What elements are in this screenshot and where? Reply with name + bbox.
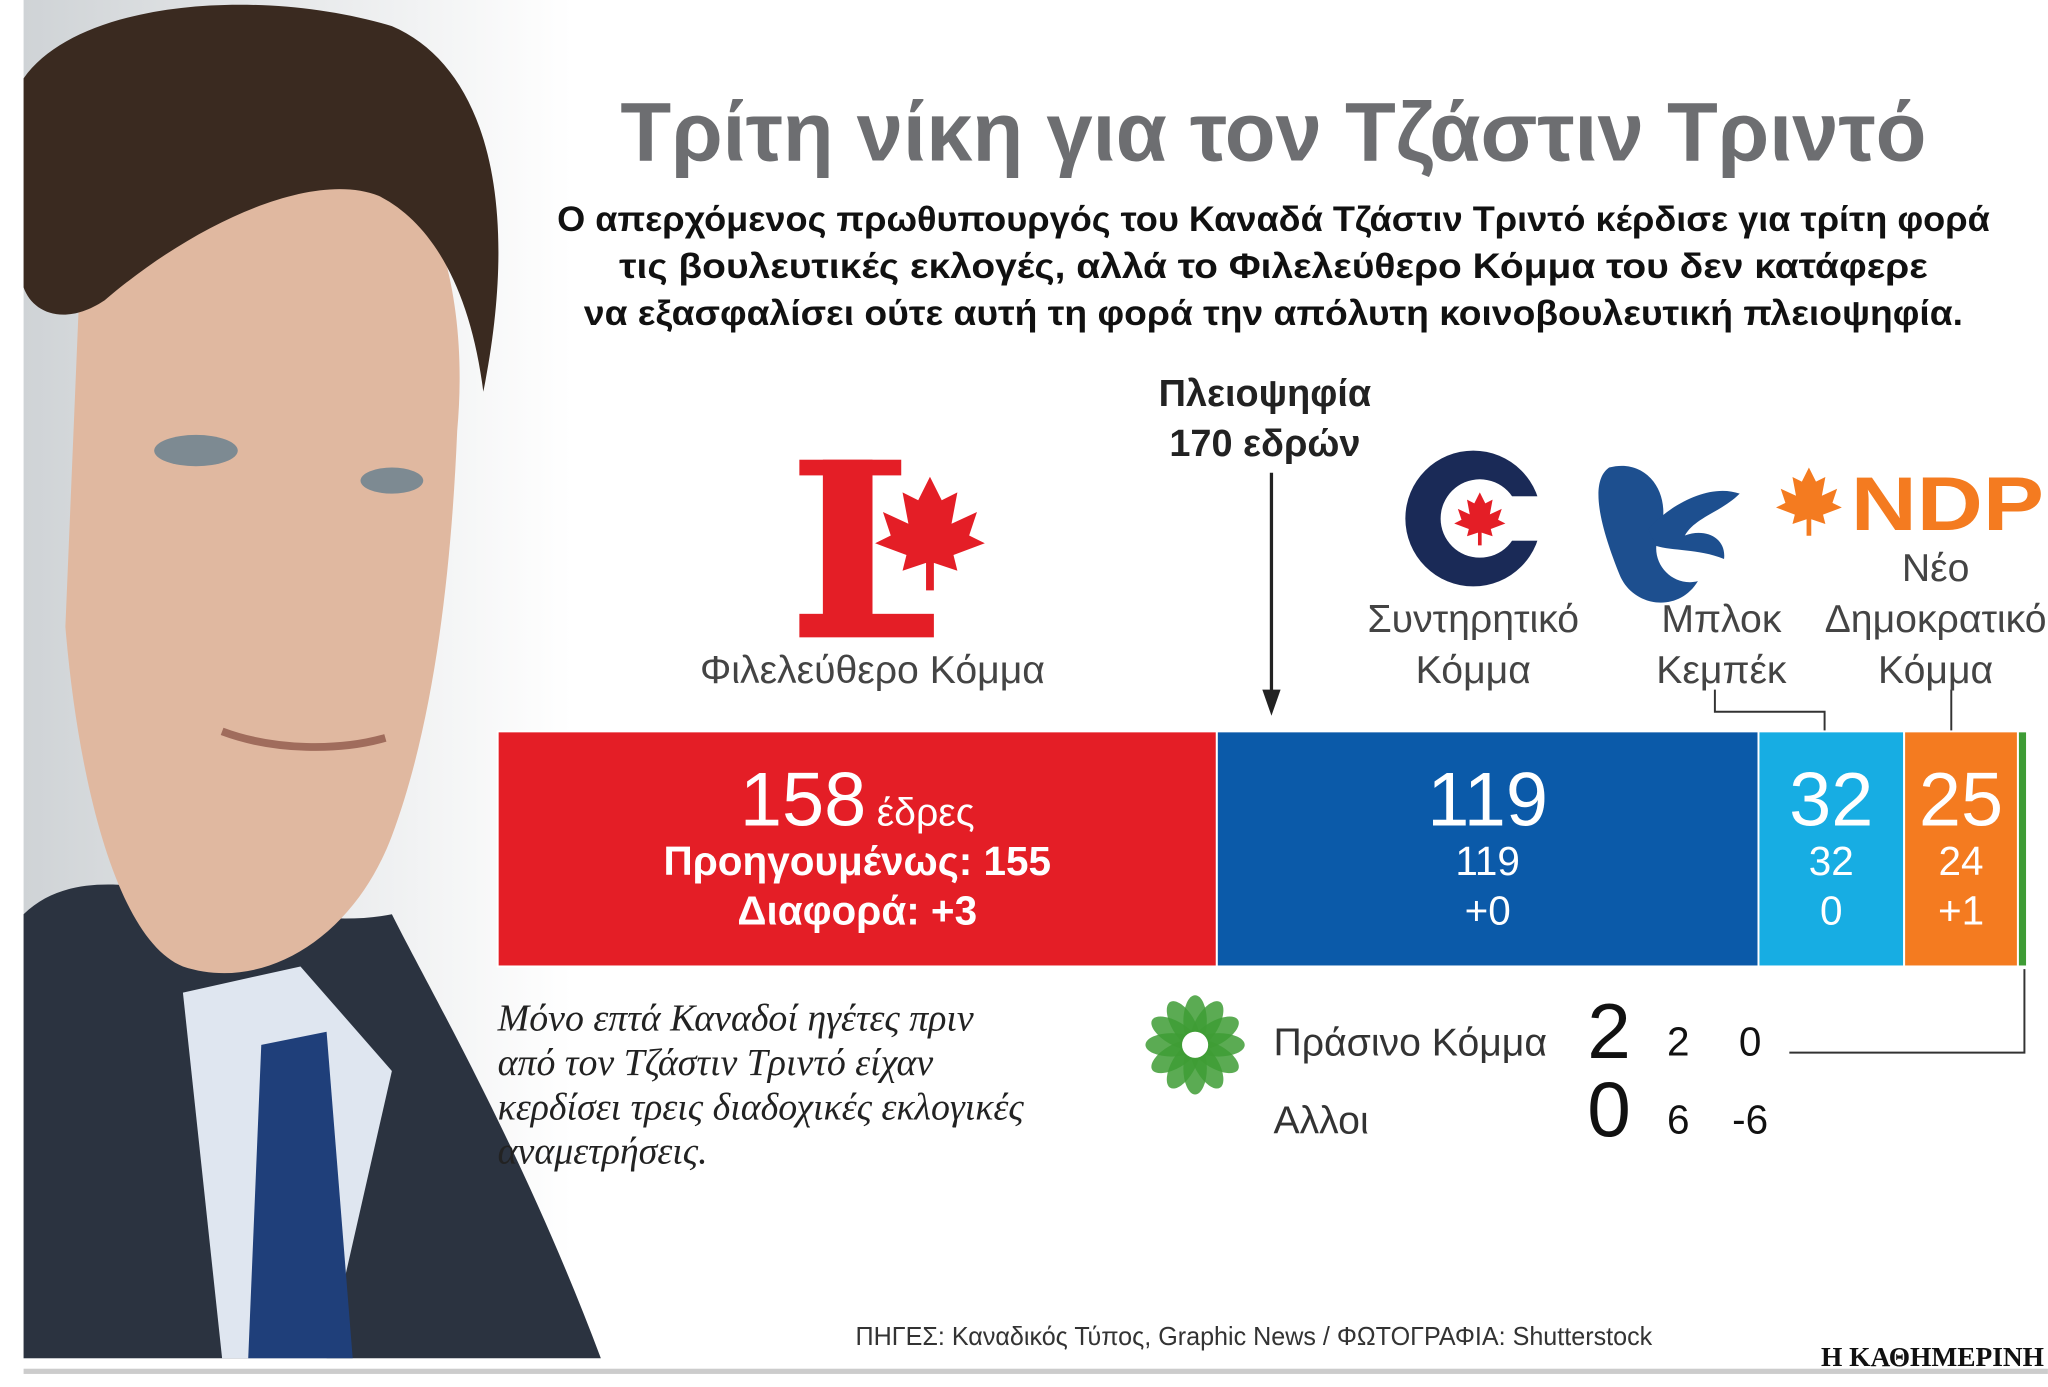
seat-change: +0 bbox=[1465, 888, 1511, 934]
majority-seats-label: 170 εδρών bbox=[1169, 423, 1360, 465]
previous-number: 32 bbox=[1809, 838, 1854, 884]
mouth bbox=[220, 727, 387, 751]
seat-change: +1 bbox=[1938, 888, 1984, 934]
party-name: Νέο Δημοκρατικό Κόμμα bbox=[1825, 547, 2047, 692]
title: Τρίτη νίκη για τον Τζάστιν Τριντό bbox=[620, 85, 1926, 179]
previous-number: 155 bbox=[983, 838, 1051, 884]
source: ΠΗΓΕΣ: Καναδικός Τύπος, Graphic News / Φ… bbox=[856, 1321, 1654, 1351]
subtitle-line: να εξασφαλίσει ούτε αυτή τη φορά την από… bbox=[584, 294, 1963, 333]
seat-count: 158 έδρες bbox=[740, 757, 975, 842]
bar-segment bbox=[1215, 730, 1760, 968]
logo-shape bbox=[1648, 490, 1740, 559]
bar-segment bbox=[1757, 730, 1906, 968]
photo bbox=[23, 0, 601, 1359]
note-line: Μόνο επτά Καναδοί ηγέτες πριν bbox=[497, 997, 974, 1039]
bar-segment bbox=[496, 730, 1218, 968]
liberal-logo bbox=[799, 459, 985, 638]
previous-label: Προηγουμένως: bbox=[664, 838, 973, 884]
subtitle-line: τις βουλευτικές εκλογές, αλλά το Φιλελεύ… bbox=[619, 247, 1928, 286]
bottom-rule bbox=[23, 1368, 2048, 1374]
party-name: Αλλοι bbox=[1273, 1100, 1368, 1143]
logo-text: NDP bbox=[1851, 462, 2044, 547]
seat-change: Διαφορά: +3 bbox=[737, 888, 977, 934]
logo-shape bbox=[1502, 496, 1555, 541]
conservative-logo bbox=[1405, 450, 1555, 587]
note-line: από τον Τζάστιν Τριντό είχαν bbox=[498, 1042, 934, 1084]
previous-seats: 2 bbox=[1667, 1018, 1690, 1064]
subtitle-line: Ο απερχόμενος πρωθυπουργός του Καναδά Τζ… bbox=[557, 200, 1990, 239]
maple-leaf bbox=[1776, 467, 1842, 536]
seat-number: 119 bbox=[1427, 757, 1548, 842]
hair bbox=[23, 4, 499, 392]
change-label: Διαφορά: bbox=[737, 888, 919, 934]
previous-seats: 24 bbox=[1939, 838, 1984, 884]
eye bbox=[154, 434, 238, 467]
seats-unit: έδρες bbox=[877, 791, 975, 834]
majority-label: Πλειοψηφία bbox=[1159, 373, 1372, 415]
previous-seats: Προηγουμένως: 155 bbox=[664, 838, 1052, 884]
tie bbox=[248, 1031, 353, 1359]
seat-change: 0 bbox=[1739, 1018, 1762, 1064]
maple-leaf bbox=[875, 476, 985, 591]
previous-seats: 32 bbox=[1809, 838, 1854, 884]
eye bbox=[360, 467, 424, 494]
logo-shape bbox=[822, 459, 873, 637]
brand: Η ΚΑΘΗΜΕΡΙΝΗ bbox=[1821, 1342, 2044, 1372]
seat-number: 32 bbox=[1789, 757, 1873, 842]
seat-count: 25 bbox=[1919, 757, 2003, 842]
bar-segment bbox=[1903, 730, 2019, 968]
connectors bbox=[1713, 689, 2026, 1054]
logo-center bbox=[1182, 1031, 1209, 1058]
party-name: Συντηρητικό Κόμμα bbox=[1367, 598, 1579, 692]
seat-number: 158 bbox=[740, 757, 866, 842]
seat-count: 119 bbox=[1427, 757, 1548, 842]
seat-count: 32 bbox=[1789, 757, 1873, 842]
note-line: αναμετρήσεις. bbox=[498, 1131, 708, 1173]
arrow-head bbox=[1262, 689, 1281, 716]
previous-seats: 119 bbox=[1455, 838, 1520, 884]
connector bbox=[1789, 969, 2026, 1054]
seat-change: -6 bbox=[1732, 1097, 1768, 1143]
seat-count: 0 bbox=[1587, 1065, 1631, 1153]
green-logo bbox=[1145, 995, 1245, 1095]
face bbox=[65, 107, 460, 974]
change-number: +0 bbox=[1465, 888, 1511, 934]
change-number: +3 bbox=[931, 888, 977, 934]
logo-shape bbox=[799, 613, 934, 638]
seat-number: 25 bbox=[1919, 757, 2003, 842]
seat-change: 0 bbox=[1820, 888, 1843, 934]
seat-count: 2 bbox=[1587, 987, 1631, 1075]
party-name: Φιλελεύθερο Κόμμα bbox=[700, 649, 1045, 692]
party-name: Μπλοκ Κεμπέκ bbox=[1656, 598, 1787, 692]
previous-seats: 6 bbox=[1667, 1097, 1690, 1143]
previous-number: 119 bbox=[1455, 838, 1520, 884]
bloc-logo bbox=[1598, 465, 1740, 603]
logo-shape bbox=[1598, 465, 1698, 603]
note-line: κερδίσει τρεις διαδοχικές εκλογικές bbox=[498, 1086, 1025, 1128]
connector bbox=[1713, 689, 1826, 734]
change-number: +1 bbox=[1938, 888, 1984, 934]
bar-segment bbox=[2016, 730, 2029, 968]
previous-number: 24 bbox=[1939, 838, 1984, 884]
change-number: 0 bbox=[1820, 888, 1843, 934]
party-name: Πράσινο Κόμμα bbox=[1273, 1021, 1547, 1064]
ndp-logo: NDP bbox=[1776, 462, 2044, 547]
